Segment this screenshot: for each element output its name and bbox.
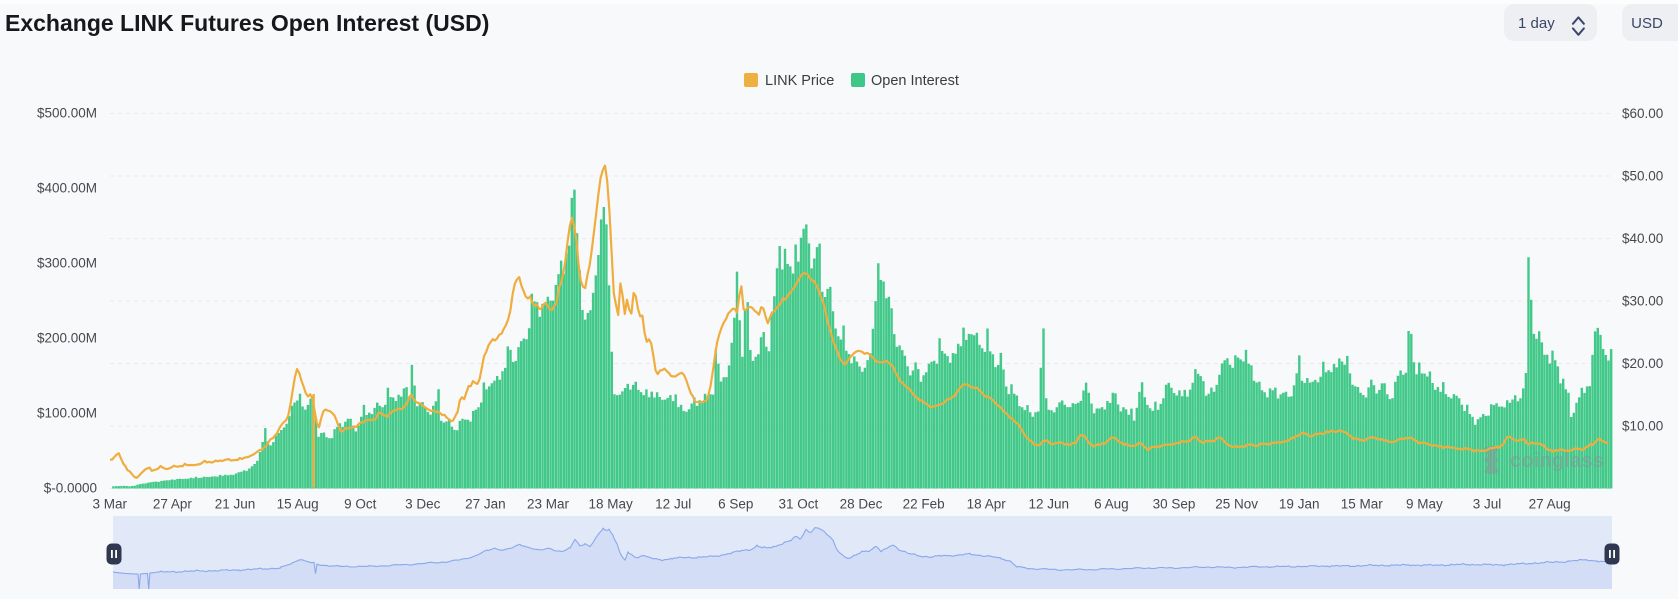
svg-text:23 Mar: 23 Mar: [527, 497, 570, 512]
svg-text:22 Feb: 22 Feb: [903, 497, 945, 512]
svg-text:1 day: 1 day: [1518, 15, 1555, 32]
svg-text:15 Mar: 15 Mar: [1341, 497, 1384, 512]
svg-text:$60.00: $60.00: [1622, 106, 1663, 121]
svg-text:$30.00: $30.00: [1622, 294, 1663, 309]
svg-text:3 Dec: 3 Dec: [405, 497, 441, 512]
svg-text:$500.00M: $500.00M: [37, 106, 97, 121]
svg-text:$400.00M: $400.00M: [37, 181, 97, 196]
svg-text:6 Aug: 6 Aug: [1094, 497, 1129, 512]
svg-text:$200.00M: $200.00M: [37, 331, 97, 346]
svg-text:$-0.0000: $-0.0000: [44, 481, 97, 496]
svg-text:3 Jul: 3 Jul: [1473, 497, 1502, 512]
svg-text:$100.00M: $100.00M: [37, 406, 97, 421]
svg-text:21 Jun: 21 Jun: [215, 497, 256, 512]
svg-text:coinglass: coinglass: [1510, 450, 1604, 472]
svg-text:27 Apr: 27 Apr: [153, 497, 193, 512]
svg-text:$20.00: $20.00: [1622, 356, 1663, 371]
svg-text:Exchange LINK Futures Open Int: Exchange LINK Futures Open Interest (USD…: [5, 10, 489, 36]
svg-text:19 Jan: 19 Jan: [1279, 497, 1320, 512]
svg-text:$40.00: $40.00: [1622, 231, 1663, 246]
svg-text:12 Jun: 12 Jun: [1029, 497, 1070, 512]
svg-text:25 Nov: 25 Nov: [1215, 497, 1258, 512]
svg-text:30 Sep: 30 Sep: [1153, 497, 1196, 512]
svg-text:3 Mar: 3 Mar: [93, 497, 128, 512]
svg-text:Open Interest: Open Interest: [871, 73, 959, 89]
svg-text:27 Aug: 27 Aug: [1529, 497, 1571, 512]
svg-text:6 Sep: 6 Sep: [718, 497, 753, 512]
svg-text:18 May: 18 May: [588, 497, 633, 512]
svg-text:USD: USD: [1631, 15, 1663, 32]
svg-text:27 Jan: 27 Jan: [465, 497, 506, 512]
svg-text:9 May: 9 May: [1406, 497, 1443, 512]
svg-text:$300.00M: $300.00M: [37, 256, 97, 271]
svg-text:$10.00: $10.00: [1622, 419, 1663, 434]
svg-text:LINK Price: LINK Price: [765, 73, 834, 89]
svg-text:9 Oct: 9 Oct: [344, 497, 377, 512]
svg-text:18 Apr: 18 Apr: [967, 497, 1007, 512]
svg-text:12 Jul: 12 Jul: [655, 497, 691, 512]
svg-text:15 Aug: 15 Aug: [277, 497, 319, 512]
svg-text:28 Dec: 28 Dec: [840, 497, 883, 512]
svg-text:31 Oct: 31 Oct: [779, 497, 819, 512]
svg-text:$50.00: $50.00: [1622, 169, 1663, 184]
